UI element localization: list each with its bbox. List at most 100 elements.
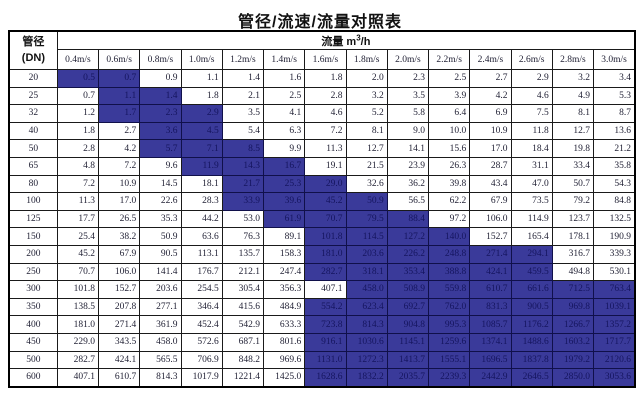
flow-cell: 226.2 [386, 244, 430, 264]
flow-cell: 3.5 [221, 104, 265, 123]
flow-cell: 135.7 [221, 244, 265, 264]
flow-cell: 113.1 [180, 244, 223, 264]
flow-cell: 282.7 [304, 262, 347, 282]
flow-cell: 79.2 [551, 192, 595, 211]
flow-cell: 610.7 [98, 368, 141, 388]
flow-cell: 2850.0 [551, 368, 595, 388]
velocity-header: 1.8m/s [345, 49, 388, 70]
flow-cell: 70.7 [304, 209, 347, 229]
flow-cell: 132.5 [593, 209, 636, 229]
flow-cell: 706.9 [180, 350, 223, 370]
flow-cell: 1.8 [180, 86, 223, 106]
flow-cell: 0.5 [56, 69, 100, 88]
dn-label: 100 [8, 192, 58, 211]
dn-label: 600 [8, 368, 58, 388]
flow-cell: 181.0 [56, 315, 100, 334]
flow-cell: 8.7 [593, 104, 636, 123]
flow-cell: 1259.6 [428, 332, 471, 352]
flow-cell: 17.0 [98, 192, 141, 211]
flow-cell: 282.7 [56, 350, 100, 370]
flow-cell: 56.5 [386, 192, 430, 211]
flow-cell: 47.0 [510, 174, 553, 194]
flow-cell: 7.2 [56, 174, 100, 194]
flow-unit-header: 流量 m3/h [56, 30, 636, 50]
velocity-header: 2.0m/s [386, 49, 430, 70]
flow-cell: 1131.0 [304, 350, 347, 370]
flow-cell: 1145.1 [386, 332, 430, 352]
flow-cell: 181.0 [304, 244, 347, 264]
flow-cell: 1357.2 [593, 315, 636, 334]
table-row: 50 2.8 4.2 5.7 7.1 8.5 9.9 11.3 12.7 14.1 15.6 17.0… [8, 139, 636, 158]
flow-cell: 101.8 [56, 280, 100, 299]
flow-cell: 361.9 [139, 315, 182, 334]
flow-cell: 207.8 [98, 297, 141, 317]
flow-cell: 14.5 [139, 174, 182, 194]
flow-cell: 8.1 [345, 121, 388, 141]
flow-cell: 458.0 [345, 280, 388, 299]
flow-cell: 2239.3 [428, 368, 471, 388]
flow-cell: 559.8 [428, 280, 471, 299]
flow-cell: 1030.6 [345, 332, 388, 352]
flow-cell: 3.5 [386, 86, 430, 106]
flow-cell: 5.3 [593, 86, 636, 106]
flow-cell: 114.9 [510, 209, 553, 229]
flow-cell: 44.2 [180, 209, 223, 229]
flow-unit-rest: /h [360, 35, 371, 48]
flow-cell: 12.7 [345, 139, 388, 158]
flow-cell: 45.2 [56, 244, 100, 264]
flow-cell: 1488.6 [510, 332, 553, 352]
flow-cell: 762.0 [428, 297, 471, 317]
flow-cell: 2035.7 [386, 368, 430, 388]
flow-cell: 353.4 [386, 262, 430, 282]
flow-cell: 3.2 [345, 86, 388, 106]
flow-cell: 18.4 [510, 139, 553, 158]
dn-label: 125 [8, 209, 58, 229]
dn-label: 300 [8, 280, 58, 299]
flow-cell: 1.4 [139, 86, 182, 106]
flow-cell: 12.7 [551, 121, 595, 141]
flow-cell: 3.2 [551, 69, 595, 88]
flow-cell: 1.1 [180, 69, 223, 88]
flow-cell: 50.9 [345, 192, 388, 211]
flow-cell: 50.7 [551, 174, 595, 194]
velocity-header: 0.4m/s [56, 49, 100, 70]
flow-cell: 814.3 [139, 368, 182, 388]
flow-cell: 33.4 [551, 156, 595, 176]
flow-cell: 45.2 [304, 192, 347, 211]
flow-cell: 1717.7 [593, 332, 636, 352]
flow-cell: 2442.9 [469, 368, 512, 388]
table-row: 400 181.0 271.4 361.9 452.4 542.9 633.3 723.8 81… [8, 315, 636, 334]
flow-cell: 203.6 [139, 280, 182, 299]
flow-cell: 2.1 [221, 86, 265, 106]
flow-cell: 25.3 [263, 174, 306, 194]
flow-cell: 9.6 [139, 156, 182, 176]
flow-cell: 6.9 [469, 104, 512, 123]
flow-cell: 343.5 [98, 332, 141, 352]
flow-cell: 35.3 [139, 209, 182, 229]
flow-cell: 848.2 [221, 350, 265, 370]
dn-label: 32 [8, 104, 58, 123]
flow-cell: 1.4 [221, 69, 265, 88]
header-row-units: 管径 (DN) 流量 m3/h [8, 30, 636, 70]
flow-cell: 494.8 [551, 262, 595, 282]
pipe-diameter-header-line1: 管径 [22, 36, 45, 49]
flow-cell: 5.7 [139, 139, 182, 158]
flow-cell: 248.8 [428, 244, 471, 264]
flow-cell: 565.5 [139, 350, 182, 370]
flow-cell: 29.0 [304, 174, 347, 194]
velocity-header: 0.6m/s [98, 49, 141, 70]
flow-cell: 1.2 [56, 104, 100, 123]
dn-label: 200 [8, 244, 58, 264]
flow-cell: 452.4 [180, 315, 223, 334]
flow-cell: 229.0 [56, 332, 100, 352]
flow-cell: 11.3 [56, 192, 100, 211]
dn-label: 250 [8, 262, 58, 282]
flow-cell: 2.7 [469, 69, 512, 88]
flow-cell: 62.2 [428, 192, 471, 211]
flow-cell: 1837.8 [510, 350, 553, 370]
flow-cell: 84.8 [593, 192, 636, 211]
flow-cell: 692.7 [386, 297, 430, 317]
velocity-header: 1.6m/s [304, 49, 347, 70]
flow-cell: 661.6 [510, 280, 553, 299]
